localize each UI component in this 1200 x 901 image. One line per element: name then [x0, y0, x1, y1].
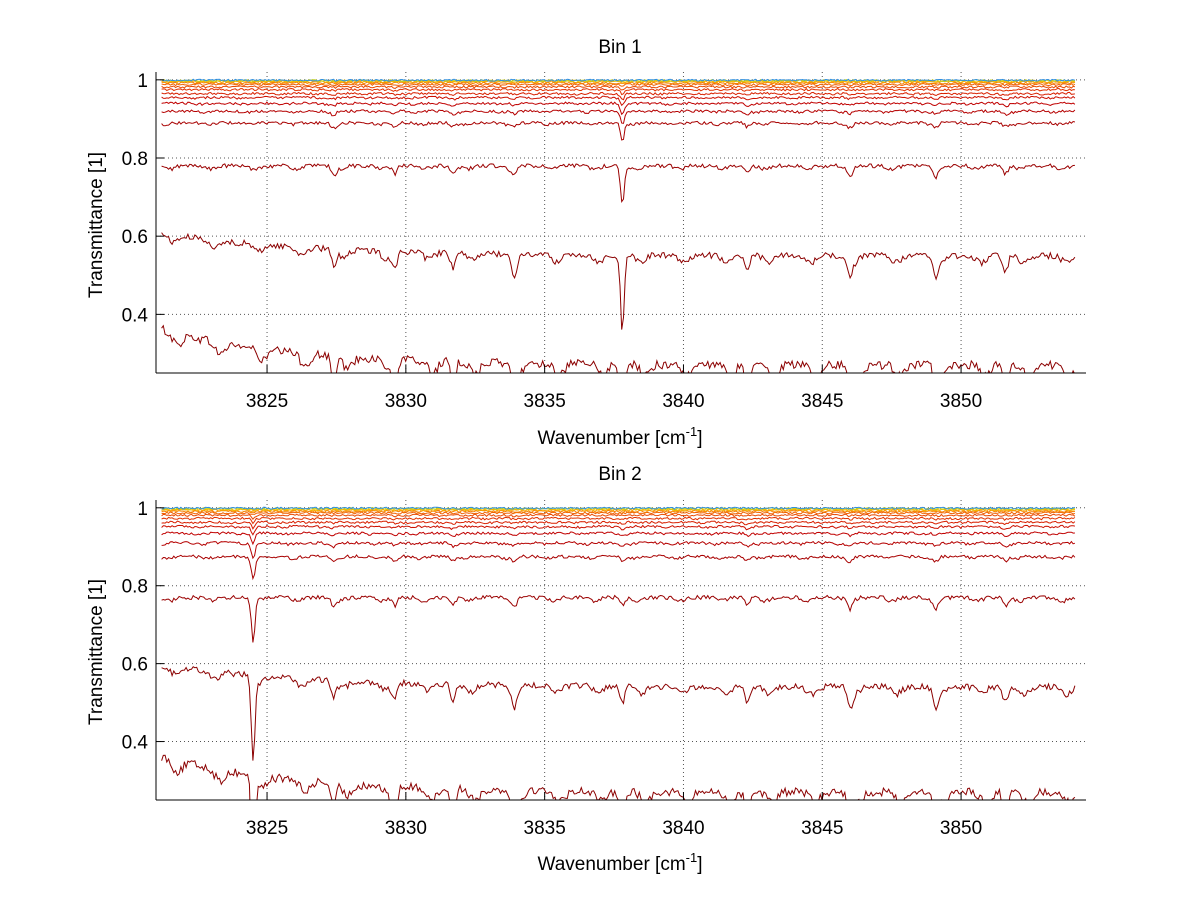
x-tick-label: 3825	[246, 818, 288, 839]
x-axis-label: Wavenumber [cm-1]	[537, 850, 702, 875]
series-line	[161, 163, 1075, 203]
series-line	[161, 554, 1076, 581]
subplot-bin-1: Bin 1 Transmittance [1] Wavenumber [cm-1…	[86, 37, 1086, 449]
series-line	[161, 91, 1075, 101]
x-axis-label-close: ]	[697, 854, 702, 875]
series-line	[161, 520, 1076, 530]
y-tick-label: 0.4	[122, 733, 149, 754]
x-tick-label: 3835	[524, 391, 566, 412]
x-tick-label: 3825	[246, 391, 288, 412]
series-group	[161, 506, 1076, 800]
y-axis-label: Transmittance [1]	[86, 579, 107, 725]
x-tick-label: 3830	[385, 391, 427, 412]
x-tick-label: 3845	[801, 391, 843, 412]
x-tick-label: 3835	[524, 818, 566, 839]
series-line	[161, 101, 1076, 116]
series-line	[161, 506, 1076, 510]
y-axis-label: Transmittance [1]	[86, 152, 107, 298]
series-line	[161, 95, 1076, 107]
x-tick-label: 3850	[940, 818, 982, 839]
series-line	[161, 540, 1076, 560]
x-tick-label: 3845	[801, 818, 843, 839]
series-line	[161, 109, 1076, 124]
x-tick-label: 3850	[940, 391, 982, 412]
x-tick-label: 3840	[662, 818, 704, 839]
x-axis-label-superscript: -1	[686, 850, 698, 865]
series-group	[161, 78, 1076, 373]
y-tick-label: 0.6	[122, 655, 148, 676]
series-line	[161, 324, 1075, 373]
plot-area: 3825 3830 3835 3840 3845 3850 0.4 0.6 0.8 1	[122, 71, 1086, 412]
series-line	[161, 516, 1076, 525]
subplot-title: Bin 1	[598, 37, 641, 58]
series-line	[161, 232, 1076, 330]
y-tick-label: 0.4	[122, 305, 149, 326]
y-tick-label: 1	[137, 499, 148, 520]
series-line	[161, 120, 1076, 141]
y-tick-label: 0.8	[122, 149, 148, 170]
x-axis-label-main: Wavenumber [cm	[537, 854, 685, 875]
series-line	[161, 666, 1076, 761]
series-line	[161, 508, 1075, 513]
subplot-title: Bin 2	[598, 464, 641, 485]
series-line	[161, 81, 1076, 85]
series-line	[161, 524, 1075, 536]
x-tick-label: 3830	[385, 818, 427, 839]
series-line	[161, 85, 1076, 91]
series-line	[161, 511, 1076, 515]
series-line	[161, 531, 1075, 546]
series-line	[161, 87, 1075, 96]
plot-area: 3825 3830 3835 3840 3845 3850 0.4 0.6 0.8 1	[122, 499, 1086, 839]
x-axis-label-superscript: -1	[686, 424, 698, 439]
series-line	[161, 513, 1076, 520]
series-line	[161, 754, 1076, 800]
y-tick-label: 0.8	[122, 577, 148, 598]
y-tick-label: 0.6	[122, 227, 148, 248]
series-line	[161, 594, 1076, 643]
x-axis-label: Wavenumber [cm-1]	[537, 424, 702, 449]
series-line	[161, 78, 1076, 82]
y-tick-label: 1	[137, 71, 148, 92]
x-axis-label-close: ]	[697, 428, 702, 449]
subplot-bin-2: Bin 2 Transmittance [1] Wavenumber [cm-1…	[86, 464, 1086, 875]
x-tick-label: 3840	[662, 391, 704, 412]
x-axis-label-main: Wavenumber [cm	[537, 428, 685, 449]
